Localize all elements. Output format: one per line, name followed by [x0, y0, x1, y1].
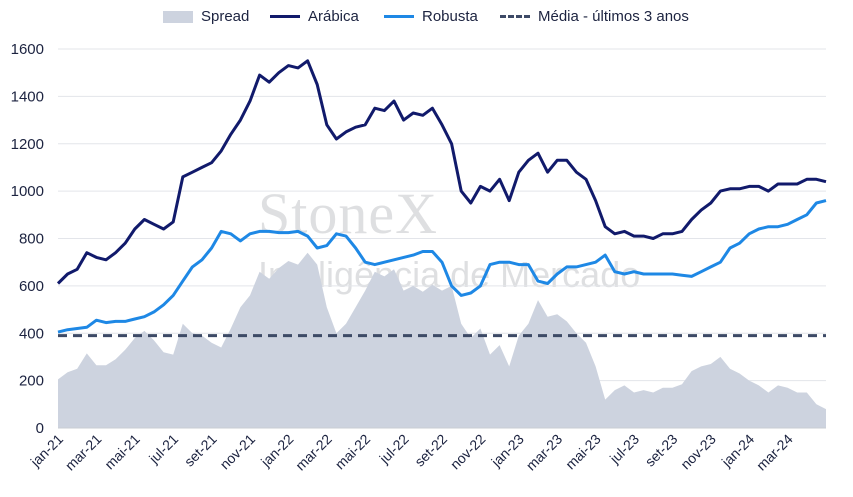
- x-tick-label: mai-22: [332, 431, 374, 473]
- legend-swatch-spread: [163, 10, 193, 23]
- x-tick-label: jan-22: [257, 431, 297, 471]
- x-tick-label: mai-23: [562, 431, 604, 473]
- x-tick-label: jul-21: [145, 431, 181, 467]
- x-tick-label: set-22: [411, 431, 450, 470]
- x-tick-label: mai-21: [101, 431, 143, 473]
- y-tick-label: 600: [19, 278, 44, 295]
- legend: Spread Arábica Robusta Média - últimos 3…: [0, 8, 853, 30]
- x-tick-label: nov-23: [677, 431, 719, 473]
- y-tick-label: 1200: [11, 136, 44, 153]
- y-tick-label: 1400: [11, 88, 44, 105]
- series-area-spread: [58, 252, 826, 428]
- x-tick-label: jul-22: [375, 431, 411, 467]
- x-tick-label: mar-22: [292, 431, 335, 474]
- legend-label-robusta: Robusta: [422, 8, 478, 25]
- x-tick-label: mar-21: [62, 431, 105, 474]
- legend-item-spread: Spread: [163, 8, 249, 25]
- x-tick-label: jan-23: [487, 431, 527, 471]
- x-tick-label: nov-21: [217, 431, 259, 473]
- x-tick-label: jan-24: [718, 431, 758, 471]
- series-line-robusta: [57, 199, 827, 334]
- legend-label-media: Média - últimos 3 anos: [538, 8, 689, 25]
- y-tick-label: 0: [36, 420, 44, 437]
- legend-label-spread: Spread: [201, 8, 250, 25]
- x-tick-label: jan-21: [27, 431, 67, 471]
- legend-swatch-robusta: [384, 15, 414, 18]
- legend-item-media: Média - últimos 3 anos: [500, 8, 689, 25]
- legend-item-arabica: Arábica: [270, 8, 359, 25]
- x-tick-label: set-21: [181, 431, 220, 470]
- y-tick-label: 200: [19, 373, 44, 390]
- legend-label-arabica: Arábica: [308, 8, 359, 25]
- x-tick-label: mar-24: [753, 431, 796, 474]
- y-tick-label: 1600: [11, 41, 44, 58]
- x-tick-label: set-23: [642, 431, 681, 470]
- y-tick-label: 800: [19, 231, 44, 248]
- x-tick-label: nov-22: [447, 431, 489, 473]
- legend-item-robusta: Robusta: [384, 8, 478, 25]
- y-tick-label: 1000: [11, 183, 44, 200]
- legend-swatch-media: [500, 15, 530, 18]
- x-tick-label: jul-23: [606, 431, 642, 467]
- watermark-title: StoneX: [258, 181, 438, 246]
- series-line-arabica: [56, 59, 827, 285]
- legend-swatch-arabica: [270, 15, 300, 18]
- x-tick-label: mar-23: [523, 431, 566, 474]
- y-tick-label: 400: [19, 325, 44, 342]
